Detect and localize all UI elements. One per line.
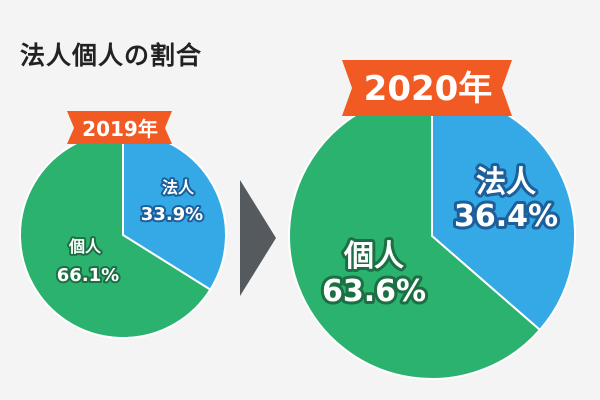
slice-value-corporate-2019: 33.9%	[141, 204, 203, 225]
chart-title-2020: 2020年	[364, 69, 493, 109]
slice-value-corporate-2020: 36.4%	[454, 199, 558, 234]
page-title: 法人個人の割合	[20, 41, 203, 70]
slice-value-individual-2020: 63.6%	[322, 274, 426, 309]
chart-title-2019: 2019年	[82, 117, 158, 141]
slice-label-corporate-2020: 法人	[476, 165, 536, 200]
year-badge-2020-shape	[342, 60, 512, 116]
slice-label-individual-2020: 個人	[343, 239, 404, 274]
pie-2020: 法人 36.4% 個人 63.6%	[288, 91, 576, 380]
slice-label-individual-2019: 個人	[68, 237, 102, 256]
pie-2019: 法人 33.9% 個人 66.1%	[19, 130, 227, 339]
year-badge-2019-shape	[67, 111, 172, 144]
year-badge-2019: 2019年	[67, 111, 172, 144]
slice-individual-2019	[19, 130, 212, 339]
slice-value-individual-2019: 66.1%	[57, 265, 119, 286]
arrow-right-icon	[240, 180, 276, 296]
slice-label-corporate-2019: 法人	[162, 178, 195, 197]
year-badge-2020: 2020年	[342, 60, 512, 116]
